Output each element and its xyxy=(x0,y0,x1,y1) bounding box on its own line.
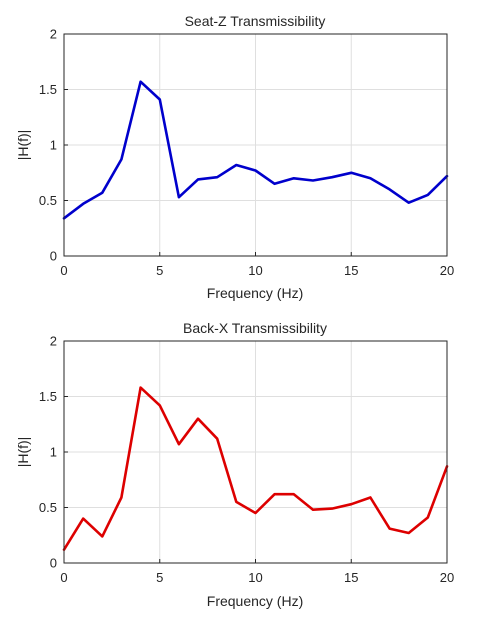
series-line xyxy=(62,80,449,220)
plot-area: 0 5 10 15 20 0 0.5 1 1.5 2 xyxy=(39,334,454,586)
chart-title: Seat-Z Transmissibility xyxy=(185,13,326,29)
x-tick-label: 15 xyxy=(344,570,358,585)
back-x-panel: Back-X Transmissibility 0 5 10 15 20 0 0.5 1 1.5… xyxy=(15,320,454,609)
axes-frame xyxy=(63,33,448,257)
y-tick-label: 2 xyxy=(50,27,57,42)
x-tick-label: 10 xyxy=(248,263,262,278)
x-tick-label: 20 xyxy=(440,570,454,585)
series-line xyxy=(62,386,449,552)
y-axis-label: |H(f)| xyxy=(15,437,31,468)
y-tick-label: 0 xyxy=(50,249,57,264)
chart-title: Back-X Transmissibility xyxy=(183,320,327,336)
y-tick-label: 1.5 xyxy=(39,389,57,404)
x-tick-label: 0 xyxy=(60,570,67,585)
x-tick-label: 20 xyxy=(440,263,454,278)
plot-area: 0 5 10 15 20 0 0.5 1 1.5 2 xyxy=(39,27,454,279)
y-tick-label: 1 xyxy=(50,445,57,460)
axes-frame xyxy=(63,340,448,564)
x-tick-label: 5 xyxy=(156,263,163,278)
y-tick-label: 2 xyxy=(50,334,57,349)
x-tick-label: 0 xyxy=(60,263,67,278)
y-tick-label: 0.5 xyxy=(39,193,57,208)
x-tick-label: 15 xyxy=(344,263,358,278)
y-tick-label: 1.5 xyxy=(39,82,57,97)
seat-z-panel: Seat-Z Transmissibility 0 5 10 15 20 0 0.5 1 1.5… xyxy=(15,13,454,301)
y-tick-label: 1 xyxy=(50,138,57,153)
y-axis-label: |H(f)| xyxy=(15,130,31,161)
x-tick-label: 10 xyxy=(248,570,262,585)
x-axis-label: Frequency (Hz) xyxy=(207,285,303,301)
x-axis-label: Frequency (Hz) xyxy=(207,593,303,609)
y-tick-label: 0 xyxy=(50,556,57,571)
y-tick-label: 0.5 xyxy=(39,500,57,515)
x-tick-label: 5 xyxy=(156,570,163,585)
